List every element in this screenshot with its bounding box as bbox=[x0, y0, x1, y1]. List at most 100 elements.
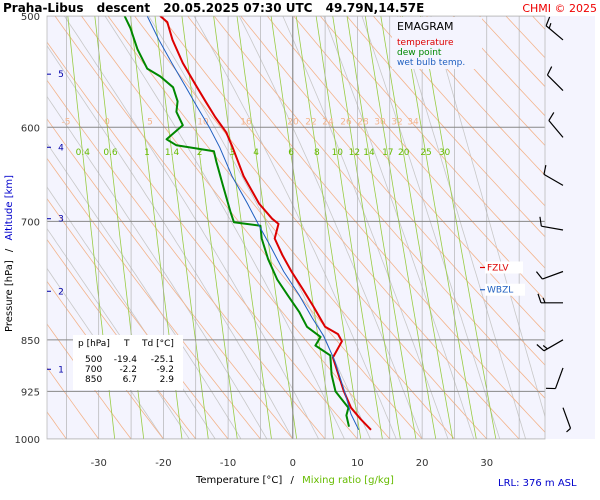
dry-adiabat-label: 24 bbox=[322, 117, 334, 127]
wind-panel-background bbox=[545, 16, 595, 439]
dry-adiabat-line bbox=[47, 79, 326, 439]
level-table-header-td: Td [°C] bbox=[141, 339, 174, 349]
level-markers: FZLV WBZL bbox=[480, 261, 525, 296]
wind-barb bbox=[543, 164, 564, 186]
dry-adiabat-label: 10 bbox=[197, 117, 209, 127]
fzlv-label: FZLV bbox=[487, 263, 509, 273]
x-tick-label: 10 bbox=[351, 458, 364, 469]
dry-adiabat-label: 30 bbox=[374, 117, 386, 127]
dry-adiabat-line bbox=[81, 16, 423, 439]
dry-adiabat-line bbox=[54, 16, 391, 439]
y-axis-title-altitude: Altitude [km] bbox=[4, 175, 15, 241]
wind-barb-flag bbox=[545, 16, 551, 26]
dry-adiabat-label: 34 bbox=[407, 117, 419, 127]
wind-barb-flag bbox=[545, 387, 556, 390]
dry-adiabat-label: 16 bbox=[240, 117, 252, 127]
level-table-cell: -25.1 bbox=[151, 355, 174, 365]
dry-adiabat-line bbox=[266, 16, 545, 333]
x-tick-label: -20 bbox=[155, 458, 171, 469]
dry-adiabat-label: 28 bbox=[357, 117, 369, 127]
mixing-ratio-label: 12 bbox=[349, 148, 360, 158]
lrl-footnote: LRL: 376 m ASL bbox=[498, 478, 577, 489]
mixing-ratio-line bbox=[154, 16, 209, 439]
moist-adiabat-line bbox=[397, 16, 526, 439]
mixing-ratio-label: 0.4 bbox=[76, 148, 91, 158]
mixing-ratio-label: 2 bbox=[197, 148, 203, 158]
legend-box bbox=[392, 17, 482, 69]
wind-barb bbox=[548, 112, 564, 138]
altitude-tick-label: 3 bbox=[58, 215, 64, 225]
level-table: p [hPa] T Td [°C] 500 -19.4 -25.1 700 -2… bbox=[73, 335, 183, 390]
wind-barb-flag bbox=[539, 216, 542, 227]
dry-adiabat-line bbox=[372, 16, 545, 207]
mixing-ratio-line bbox=[315, 16, 383, 439]
series-line-dew-point bbox=[123, 16, 350, 427]
x-tick-label: -30 bbox=[91, 458, 107, 469]
y-tick-label: 700 bbox=[21, 217, 40, 228]
dry-adiabat-line bbox=[399, 16, 545, 176]
station-coords: 49.79N,14.57E bbox=[326, 1, 425, 15]
wind-barb-staff bbox=[541, 225, 564, 231]
mixing-ratio-line bbox=[270, 16, 334, 439]
wbzl-label: WBZL bbox=[487, 286, 513, 296]
y-tick-label: 500 bbox=[21, 12, 40, 23]
level-table-cell: -19.4 bbox=[114, 355, 138, 365]
fzlv-marker-box bbox=[485, 261, 523, 274]
level-table-box bbox=[73, 335, 183, 390]
dry-adiabat-line bbox=[47, 41, 358, 439]
mixing-ratio-line bbox=[346, 16, 417, 439]
x-tick-label: 30 bbox=[480, 458, 493, 469]
level-table-cell: 6.7 bbox=[123, 375, 137, 385]
wind-barb-staff bbox=[543, 173, 564, 186]
legend: EMAGRAM temperature dew point wet bulb t… bbox=[392, 17, 482, 69]
y-tick-label: 925 bbox=[21, 387, 40, 398]
mixing-ratio-line bbox=[420, 16, 497, 439]
dry-adiabat-line bbox=[187, 16, 545, 433]
legend-item-temperature: temperature bbox=[397, 38, 454, 48]
y-axis-title: Pressure [hPa] / Altitude [km] bbox=[4, 175, 15, 332]
dry-adiabat-label: 32 bbox=[391, 117, 402, 127]
wind-barb-staff bbox=[554, 367, 564, 389]
level-table-cell: -2.2 bbox=[119, 365, 137, 375]
dry-adiabat-line bbox=[160, 16, 520, 439]
wind-barb-flag bbox=[535, 271, 543, 280]
dry-adiabat-label: 26 bbox=[340, 117, 352, 127]
wind-barb-staff bbox=[548, 120, 564, 138]
wind-barb-flag bbox=[546, 66, 553, 76]
mixing-ratio-label: 1 bbox=[144, 148, 150, 158]
level-table-cell: 700 bbox=[85, 365, 102, 375]
dry-adiabat-label: 0 bbox=[104, 117, 110, 127]
dry-adiabat-line bbox=[47, 118, 294, 439]
level-table-cell: 500 bbox=[85, 355, 102, 365]
adiabat-labels: -5 0 5 10 16 20 22 24 26 28 30 32 340.4 0.6 1 1.4 2 3 4 6 8 1… bbox=[62, 117, 451, 158]
mixing-ratio-label: 6 bbox=[288, 148, 294, 158]
mixing-ratio-label: 1.4 bbox=[165, 148, 180, 158]
mixing-ratio-label: 30 bbox=[439, 148, 451, 158]
station-name: Praha-Libus bbox=[3, 1, 83, 15]
level-table-cell: -9.2 bbox=[156, 365, 174, 375]
legend-item-dew-point: dew point bbox=[397, 48, 442, 58]
wind-barb bbox=[535, 270, 564, 280]
wind-barb bbox=[545, 16, 564, 41]
wind-barb bbox=[562, 407, 572, 433]
wind-barb bbox=[539, 216, 564, 231]
dry-adiabat-label: 5 bbox=[147, 117, 153, 127]
x-tick-label: -10 bbox=[220, 458, 236, 469]
moist-adiabat-line bbox=[47, 95, 268, 439]
y-tick-label: 1000 bbox=[15, 435, 40, 446]
altitude-tick-label: 4 bbox=[58, 143, 64, 153]
wind-barb bbox=[545, 367, 564, 390]
dry-adiabat-line bbox=[47, 197, 229, 439]
mixing-ratio-line bbox=[213, 16, 272, 439]
level-table-cell: 2.9 bbox=[160, 375, 175, 385]
x-axis-title-mixing-ratio: Mixing ratio [g/kg] bbox=[302, 475, 394, 486]
x-axis-title-temperature: Temperature [°C] bbox=[195, 475, 282, 486]
series-line-temperature bbox=[159, 16, 372, 431]
wind-barb-half-flag bbox=[566, 427, 571, 433]
x-axis-title: Temperature [°C] / Mixing ratio [g/kg] bbox=[195, 475, 394, 486]
dry-adiabat-line bbox=[426, 16, 545, 146]
mixing-ratio-line bbox=[332, 16, 401, 439]
y-axis-title-pressure: Pressure [hPa] bbox=[4, 260, 15, 332]
mixing-ratio-label: 10 bbox=[332, 148, 344, 158]
